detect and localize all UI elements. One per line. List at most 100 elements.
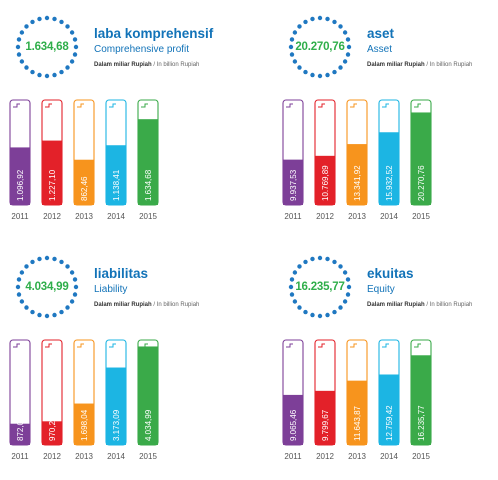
ring-dot [16, 52, 22, 57]
x-tick-label: 2013 [348, 452, 366, 461]
dotted-ring-icon [15, 15, 79, 79]
bar-value-label: 872,07 [16, 416, 25, 441]
chart-panel-ekuitas: 16.235,77 ekuitas Equity Dalam miliar Ru… [273, 240, 498, 480]
ring-dot [310, 72, 315, 78]
x-tick-label: 2012 [316, 452, 334, 461]
ring-dot [292, 299, 298, 304]
ring-dot [37, 312, 42, 318]
ring-dot [310, 312, 315, 318]
x-tick-label: 2014 [380, 452, 398, 461]
ring-dot [52, 256, 57, 262]
unit-note-id: Dalam miliar Rupiah [367, 302, 425, 308]
bar-notch-mark [77, 343, 84, 348]
highlight-value: 1.634,68 [25, 41, 69, 53]
x-tick-label: 2015 [139, 212, 157, 221]
unit-note: Dalam miliar Rupiah / In billion Rupiah [94, 62, 199, 68]
bar-value-label: 1.227,10 [48, 169, 57, 201]
ring-dot [65, 264, 70, 269]
ring-dot [44, 255, 50, 261]
highlight-value: 16.235,77 [295, 281, 345, 293]
ring-dot [59, 259, 64, 265]
bar-value-label: 1.698,04 [80, 409, 89, 441]
ring-dot [332, 259, 337, 265]
dotted-ring-icon [288, 255, 352, 319]
highlight-value: 4.034,99 [25, 281, 69, 293]
ring-dot [72, 37, 78, 42]
ring-dot [19, 30, 25, 35]
x-tick-label: 2015 [139, 452, 157, 461]
unit-note-id: Dalam miliar Rupiah [94, 62, 152, 68]
ring-dot [52, 312, 57, 318]
ring-dot [72, 52, 78, 57]
ring-dot [303, 259, 308, 265]
bar-notch-mark [318, 103, 325, 108]
bar-fill [379, 374, 399, 445]
highlight-value: 20.270,76 [295, 41, 345, 53]
bar-fill [347, 144, 367, 205]
chart-subtitle: Comprehensive profit [94, 44, 190, 55]
bar-notch-mark [382, 103, 389, 108]
bar-fill [411, 112, 431, 205]
ring-dot [325, 312, 330, 318]
bar-value-label: 1.138,41 [112, 169, 121, 201]
x-tick-label: 2013 [348, 212, 366, 221]
ring-dot [345, 37, 351, 42]
ring-dot [303, 19, 308, 25]
x-tick-label: 2014 [107, 212, 125, 221]
ring-dot [332, 19, 337, 25]
ring-dot [73, 284, 79, 290]
ring-dot [16, 277, 22, 282]
ring-dot [65, 65, 70, 70]
bar-value-label: 12.759,42 [385, 405, 394, 441]
chart-title: ekuitas [367, 266, 414, 281]
bar-fill [347, 380, 367, 445]
ring-dot [345, 277, 351, 282]
ring-dot [44, 15, 50, 21]
ring-dot [37, 256, 42, 262]
ring-dot [342, 270, 348, 275]
bar-fill [106, 145, 126, 205]
ring-dot [292, 30, 298, 35]
bar-notch-mark [13, 343, 20, 348]
ring-dot [292, 270, 298, 275]
bar-notch-mark [350, 103, 357, 108]
unit-note-en: / In billion Rupiah [424, 302, 473, 308]
ring-dot [65, 24, 70, 29]
bar-chart: 9.065,46 2011 9.799,67 2012 11.643,87 2013 12.… [282, 339, 432, 461]
ring-dot [69, 270, 75, 275]
bar-value-label: 13.341,92 [353, 165, 362, 201]
x-tick-label: 2011 [284, 452, 302, 461]
bar-notch-mark [45, 343, 52, 348]
ring-dot [345, 292, 351, 297]
bar-value-label: 970,22 [48, 416, 57, 441]
chart-title: liabilitas [94, 266, 149, 281]
x-tick-label: 2013 [75, 212, 93, 221]
unit-note-en: / In billion Rupiah [424, 62, 473, 68]
ring-dot [19, 270, 25, 275]
bar-fill [315, 390, 335, 445]
ring-dot [332, 69, 337, 75]
chart-subtitle: Equity [367, 284, 395, 295]
ring-dot [44, 73, 50, 79]
unit-note: Dalam miliar Rupiah / In billion Rupiah [367, 302, 472, 308]
ring-dot [338, 264, 343, 269]
ring-dot [317, 15, 323, 21]
ring-dot [24, 305, 29, 310]
ring-dot [325, 256, 330, 262]
x-tick-label: 2011 [11, 452, 29, 461]
bar-value-label: 15.932,52 [385, 165, 394, 201]
ring-dot [338, 24, 343, 29]
ring-dot [289, 277, 295, 282]
ring-dot [65, 305, 70, 310]
ring-dot [342, 59, 348, 64]
bar-fill [10, 423, 30, 445]
ring-dot [342, 30, 348, 35]
bar-fill [283, 394, 303, 445]
bar-notch-mark [109, 103, 116, 108]
bar-value-label: 20.270,76 [417, 165, 426, 201]
bar-notch-mark [77, 103, 84, 108]
x-tick-label: 2015 [412, 452, 430, 461]
ring-dot [37, 16, 42, 22]
unit-note-id: Dalam miliar Rupiah [367, 62, 425, 68]
ring-dot [16, 37, 22, 42]
